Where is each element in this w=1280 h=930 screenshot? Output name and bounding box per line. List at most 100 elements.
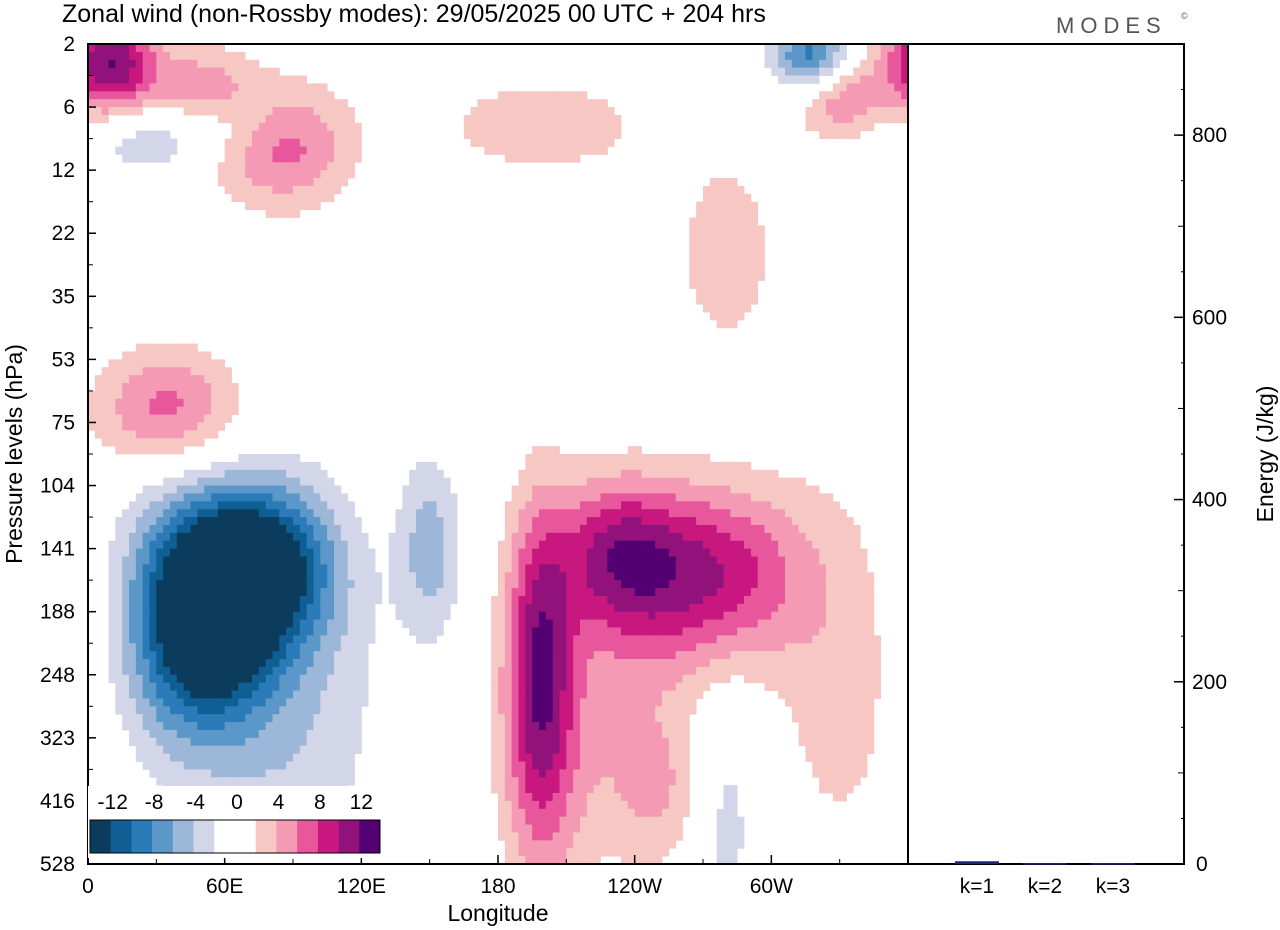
heatmap-cell <box>580 548 588 557</box>
heatmap-cell <box>682 698 690 707</box>
heatmap-cell <box>682 800 690 810</box>
heatmap-cell <box>771 485 779 494</box>
heatmap-cell <box>737 532 745 542</box>
heatmap-cell <box>197 753 205 762</box>
heatmap-cell <box>258 769 267 778</box>
heatmap-cell <box>217 493 226 502</box>
heatmap-cell <box>238 674 246 684</box>
heatmap-cell <box>334 753 342 762</box>
heatmap-cell <box>217 178 226 187</box>
heatmap-cell <box>627 761 636 770</box>
heatmap-cell <box>539 651 547 660</box>
heatmap-cell <box>491 729 499 739</box>
heatmap-cell <box>641 769 649 778</box>
heatmap-cell <box>682 808 690 818</box>
heatmap-cell <box>607 619 615 628</box>
heatmap-cell <box>388 540 396 550</box>
heatmap-cell <box>600 532 608 542</box>
heatmap-cell <box>238 162 246 171</box>
heatmap-cell <box>293 729 301 739</box>
heatmap-cell <box>641 619 649 628</box>
heatmap-cell <box>122 51 130 61</box>
heatmap-cell <box>641 469 649 479</box>
heatmap-cell <box>785 532 793 542</box>
heatmap-cell <box>559 469 567 479</box>
heatmap-cell <box>272 753 280 762</box>
heatmap-cell <box>190 635 198 644</box>
heatmap-cell <box>525 745 533 755</box>
heatmap-cell <box>559 824 567 833</box>
heatmap-cell <box>286 722 294 731</box>
heatmap-cell <box>573 777 581 786</box>
heatmap-cell <box>163 99 171 108</box>
heatmap-cell <box>211 99 219 108</box>
heatmap-cell <box>771 682 779 691</box>
heatmap-cell <box>593 564 601 573</box>
heatmap-cell <box>170 138 178 147</box>
heatmap-cell <box>108 67 116 76</box>
heatmap-cell <box>299 154 308 163</box>
heatmap-cell <box>238 777 246 786</box>
heatmap-cell <box>539 745 547 755</box>
heatmap-cell <box>744 477 752 486</box>
heatmap-cell <box>778 635 786 644</box>
heatmap-cell <box>723 580 731 589</box>
heatmap-cell <box>559 138 567 147</box>
heatmap-cell <box>129 430 137 439</box>
heatmap-cell <box>142 532 150 542</box>
heatmap-cell <box>183 682 191 691</box>
heatmap-cell <box>757 595 765 605</box>
heatmap-cell <box>532 524 540 534</box>
heatmap-cell <box>511 107 519 116</box>
heatmap-cell <box>293 722 301 731</box>
heatmap-cell <box>252 635 260 644</box>
heatmap-cell <box>545 808 554 818</box>
heatmap-cell <box>662 761 670 770</box>
heatmap-cell <box>559 556 567 565</box>
heatmap-cell <box>525 572 533 581</box>
heatmap-cell <box>675 588 683 597</box>
heatmap-cell <box>190 501 198 510</box>
heatmap-cell <box>532 454 540 463</box>
heatmap-cell <box>785 682 793 691</box>
heatmap-cell <box>197 414 205 423</box>
heatmap-cell <box>798 524 806 534</box>
heatmap-cell <box>518 651 526 660</box>
heatmap-cell <box>245 532 253 542</box>
heatmap-cell <box>190 761 198 770</box>
heatmap-cell <box>791 666 800 676</box>
heatmap-cell <box>197 44 205 53</box>
heatmap-cell <box>757 580 765 589</box>
heatmap-cell <box>614 793 622 802</box>
heatmap-cell <box>552 122 560 132</box>
heatmap-cell <box>190 674 198 684</box>
heatmap-cell <box>190 666 198 676</box>
heatmap-cell <box>785 588 793 597</box>
heatmap-cell <box>279 777 287 786</box>
heatmap-cell <box>757 627 765 636</box>
heatmap-cell <box>340 769 349 778</box>
heatmap-cell <box>532 461 540 471</box>
heatmap-cell <box>484 114 492 124</box>
heatmap-cell <box>156 619 164 628</box>
heatmap-cell <box>327 548 335 557</box>
heatmap-cell <box>286 753 294 762</box>
heatmap-cell <box>149 737 157 747</box>
heatmap-cell <box>518 643 526 652</box>
heatmap-cell <box>723 296 731 305</box>
heatmap-cell <box>709 233 718 242</box>
heatmap-cell <box>655 785 663 794</box>
heatmap-cell <box>279 643 287 652</box>
heatmap-cell <box>518 816 526 825</box>
heatmap-cell <box>217 769 226 778</box>
heatmap-cell <box>183 509 191 518</box>
heatmap-cell <box>607 485 615 494</box>
heatmap-cell <box>511 674 519 684</box>
heatmap-cell <box>422 485 431 494</box>
heatmap-cell <box>142 682 150 691</box>
heatmap-cell <box>614 580 622 589</box>
heatmap-cell <box>504 816 513 825</box>
heatmap-cell <box>580 107 588 116</box>
heatmap-cell <box>320 178 328 187</box>
heatmap-cell <box>272 737 280 747</box>
